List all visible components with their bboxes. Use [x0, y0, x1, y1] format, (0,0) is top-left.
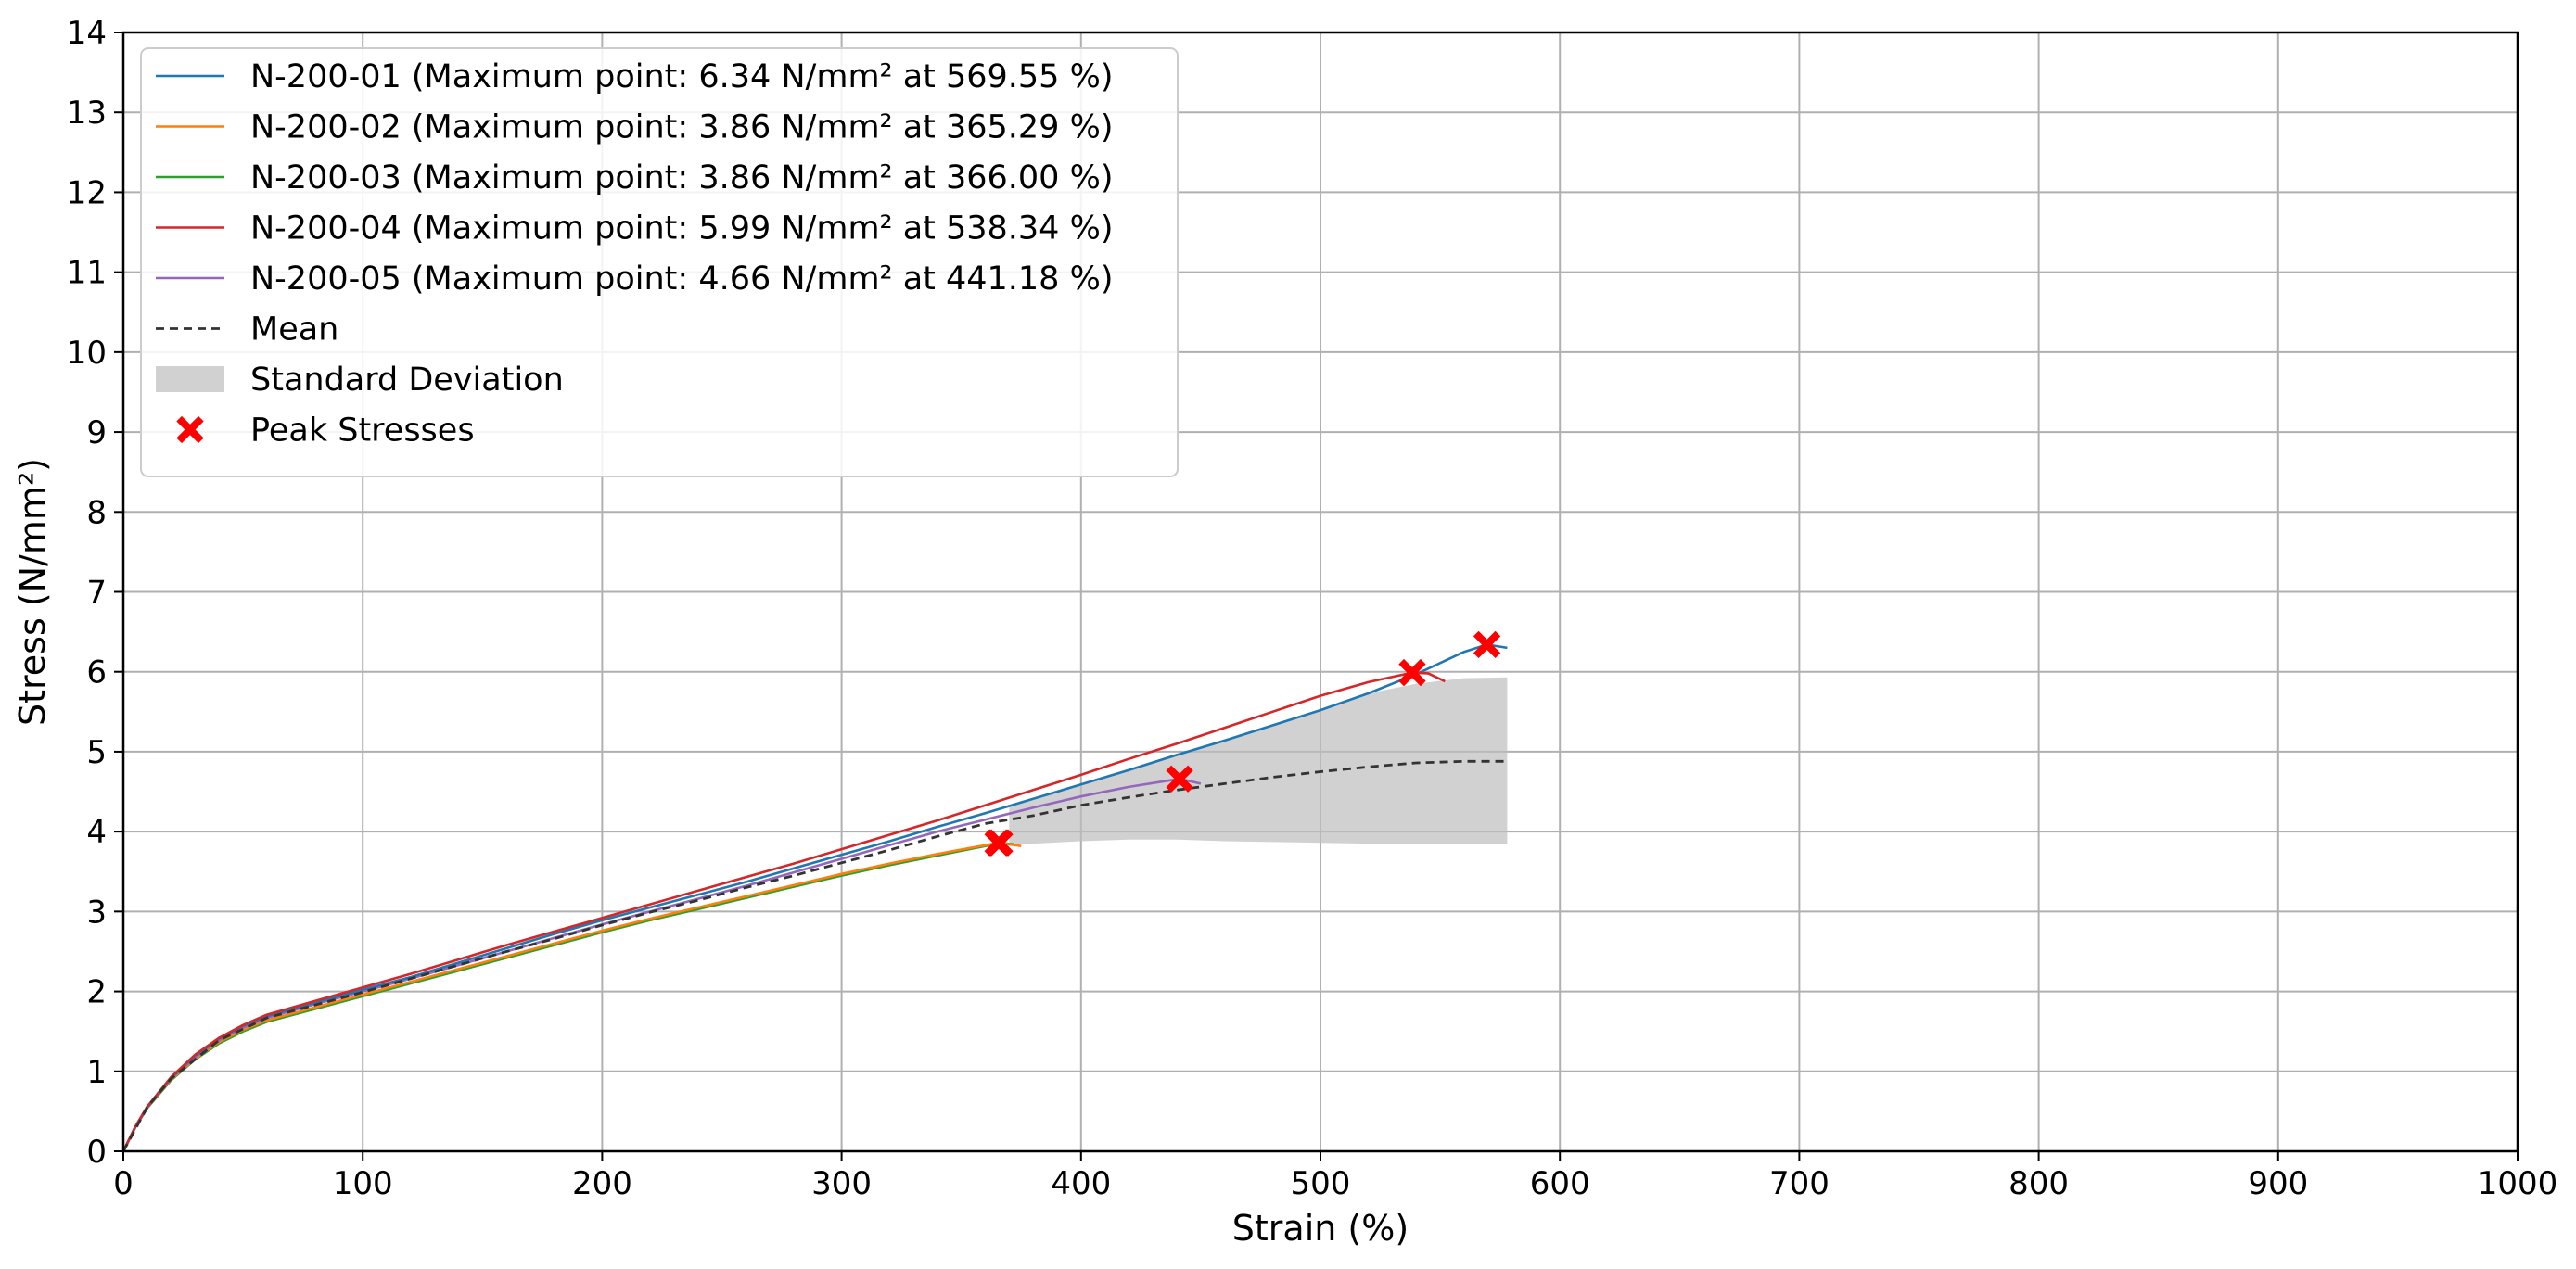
y-axis-title: Stress (N/mm²): [12, 458, 53, 726]
x-tick-label: 600: [1530, 1165, 1590, 1202]
y-tick-label: 2: [86, 974, 107, 1011]
y-tick-label: 3: [86, 894, 107, 931]
x-tick-label: 100: [333, 1165, 393, 1202]
peaks-layer: [984, 630, 1501, 857]
std-band-layer: [1009, 677, 1508, 844]
y-tick-label: 13: [67, 95, 107, 132]
y-tick-label: 5: [86, 734, 107, 771]
legend-label-3: N-200-03 (Maximum point: 3.86 N/mm² at 3…: [250, 159, 1114, 197]
x-tick-label: 700: [1769, 1165, 1830, 1202]
x-axis-ticks: 0 100 200 300 400 500 600 700 800 900 1000: [113, 1151, 2557, 1202]
legend-handle-peaks: [176, 415, 204, 444]
y-tick-label: 10: [67, 335, 107, 372]
legend-handle-std: [156, 366, 224, 392]
series-line-5: [121, 777, 1202, 1152]
x-tick-label: 400: [1051, 1165, 1111, 1202]
y-tick-label: 12: [67, 174, 107, 211]
legend-label-4: N-200-04 (Maximum point: 5.99 N/mm² at 5…: [250, 210, 1114, 247]
y-tick-label: 14: [67, 15, 107, 52]
legend-label-1: N-200-01 (Maximum point: 6.34 N/mm² at 5…: [250, 58, 1114, 95]
x-tick-label: 900: [2248, 1165, 2308, 1202]
y-tick-label: 1: [86, 1054, 107, 1091]
y-tick-label: 0: [86, 1134, 107, 1171]
peak-marker-4: [1398, 658, 1426, 687]
x-tick-label: 0: [113, 1165, 134, 1202]
legend-label-2: N-200-02 (Maximum point: 3.86 N/mm² at 3…: [250, 109, 1114, 146]
peak-marker-1: [1473, 630, 1501, 659]
y-tick-label: 7: [86, 575, 107, 612]
y-tick-label: 8: [86, 494, 107, 531]
legend: N-200-01 (Maximum point: 6.34 N/mm² at 5…: [140, 47, 1179, 477]
legend-label-5: N-200-05 (Maximum point: 4.66 N/mm² at 4…: [250, 260, 1114, 298]
x-tick-label: 500: [1291, 1165, 1351, 1202]
x-tick-label: 300: [811, 1165, 872, 1202]
x-tick-label: 800: [2009, 1165, 2069, 1202]
x-tick-label: 1000: [2478, 1165, 2558, 1202]
y-tick-label: 4: [86, 814, 107, 851]
peak-marker-3: [986, 829, 1014, 857]
mean-line: [121, 759, 1508, 1152]
series-line-4: [121, 671, 1446, 1152]
x-axis-title: Strain (%): [1232, 1208, 1409, 1249]
peak-marker-5: [1166, 765, 1193, 793]
legend-label-7: Standard Deviation: [250, 362, 564, 399]
legend-label-8: Peak Stresses: [250, 412, 475, 450]
legend-label-6: Mean: [250, 311, 338, 349]
legend-box: [140, 47, 1179, 477]
y-tick-label: 6: [86, 654, 107, 692]
y-tick-label: 9: [86, 414, 107, 451]
std-deviation-band: [1009, 677, 1508, 844]
y-tick-label: 11: [67, 255, 107, 292]
series-layer: [121, 643, 1508, 1152]
x-tick-label: 200: [572, 1165, 632, 1202]
